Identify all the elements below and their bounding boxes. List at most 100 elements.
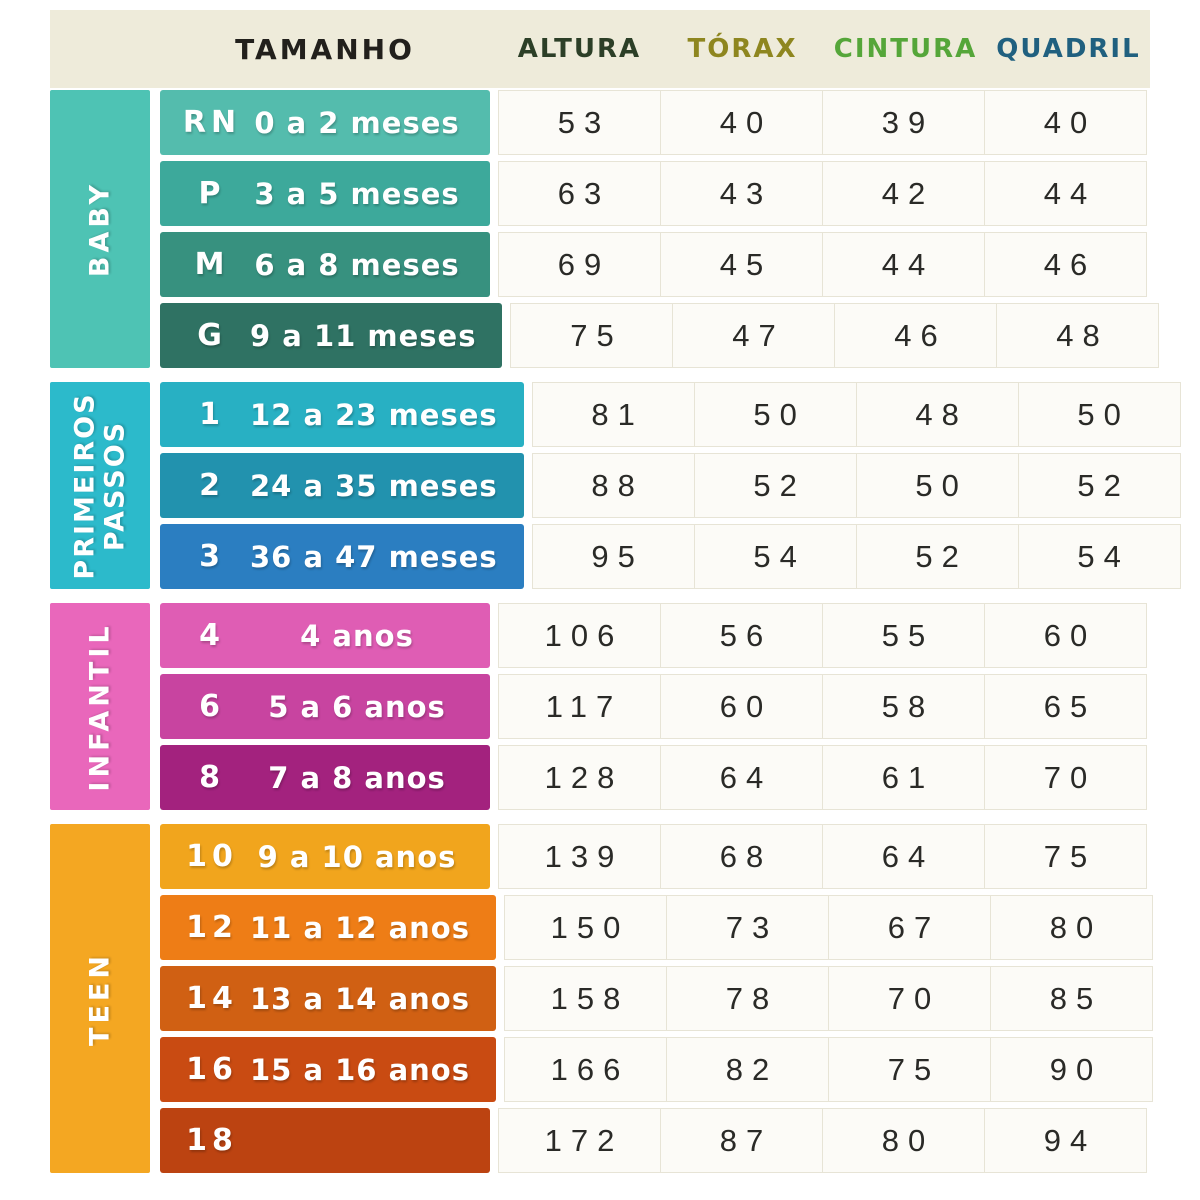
age-range-label: 4 anos [300,618,414,653]
size-label: 1 [199,397,225,432]
torax-value: 60 [660,674,823,739]
table-row: 2 24 a 35 meses 88 52 50 52 [160,453,1181,518]
cintura-value: 50 [855,453,1019,518]
table-row: 1 12 a 23 meses 81 50 48 50 [160,382,1181,447]
table-row: 12 11 a 12 anos 150 73 67 80 [160,895,1153,960]
size-badge: 6 5 a 6 anos [160,674,490,739]
group-infantil: INFANTIL 4 4 anos 106 56 55 60 6 5 a 6 a… [50,603,1150,810]
age-range-label: 6 a 8 meses [254,247,460,282]
quadril-value: 52 [1017,453,1181,518]
torax-value: 73 [665,895,829,960]
row-gap [524,453,532,518]
table-row: 18 172 87 80 94 [160,1108,1153,1173]
cintura-value: 39 [822,90,985,155]
cintura-value: 61 [822,745,985,810]
column-header-altura: ALTURA [517,34,642,64]
torax-value: 50 [693,382,857,447]
size-label: 8 [199,760,225,795]
quadril-value: 70 [984,745,1147,810]
cintura-value: 58 [822,674,985,739]
size-label: 12 [186,910,238,945]
category-bar-teen: TEEN [50,824,150,1173]
torax-value: 47 [672,303,836,368]
cintura-value: 44 [822,232,985,297]
table-row: RN 0 a 2 meses 53 40 39 40 [160,90,1159,155]
table-row: G 9 a 11 meses 75 47 46 48 [160,303,1160,368]
torax-value: 68 [660,824,823,889]
group-primeiros-passos: PRIMEIROS PASSOS 1 12 a 23 meses 81 50 4… [50,382,1181,589]
size-badge: 18 [160,1108,490,1173]
table-row: 14 13 a 14 anos 158 78 70 85 [160,966,1153,1031]
age-range-label: 24 a 35 meses [250,468,498,503]
age-range-label: 12 a 23 meses [250,397,498,432]
altura-value: 69 [498,232,661,297]
torax-value: 54 [693,524,857,589]
row-gap [496,966,504,1031]
torax-value: 78 [665,966,829,1031]
group-rows: 4 4 anos 106 56 55 60 6 5 a 6 anos 117 6… [160,603,1150,810]
size-badge: M 6 a 8 meses [160,232,490,297]
group-rows: 1 12 a 23 meses 81 50 48 50 2 24 a 35 me… [160,382,1181,589]
row-gap [490,232,498,297]
row-gap [490,674,498,739]
size-label: 3 [199,539,225,574]
age-range-label: 15 a 16 anos [250,1052,470,1087]
altura-value: 128 [498,745,661,810]
size-badge: 12 11 a 12 anos [160,895,496,960]
column-header-torax: TÓRAX [687,34,798,64]
group-rows: RN 0 a 2 meses 53 40 39 40 P 3 a 5 meses… [160,90,1160,368]
quadril-value: 54 [1017,524,1181,589]
category-label-primeiros-passos: PRIMEIROS PASSOS [69,391,130,580]
cintura-value: 80 [822,1108,985,1173]
size-badge: 8 7 a 8 anos [160,745,490,810]
age-range-label: 9 a 11 meses [250,318,477,353]
row-gap [502,303,510,368]
quadril-value: 90 [989,1037,1153,1102]
quadril-value: 94 [984,1108,1147,1173]
quadril-value: 46 [984,232,1147,297]
altura-value: 81 [531,382,695,447]
torax-value: 56 [660,603,823,668]
quadril-value: 48 [996,303,1160,368]
cintura-value: 48 [855,382,1019,447]
size-label: 16 [186,1052,238,1087]
age-range-label: 13 a 14 anos [250,981,470,1016]
age-range-label: 3 a 5 meses [254,176,460,211]
quadril-value: 75 [984,824,1147,889]
altura-value: 95 [531,524,695,589]
size-badge: 14 13 a 14 anos [160,966,496,1031]
altura-value: 53 [498,90,661,155]
size-badge: G 9 a 11 meses [160,303,503,368]
size-label: 6 [199,689,225,724]
age-range-label: 11 a 12 anos [250,910,470,945]
quadril-value: 85 [989,966,1153,1031]
table-row: 3 36 a 47 meses 95 54 52 54 [160,524,1181,589]
category-label-baby: BABY [84,180,116,278]
size-label: 4 [199,618,225,653]
cintura-value: 70 [827,966,991,1031]
table-row: 10 9 a 10 anos 139 68 64 75 [160,824,1153,889]
cintura-value: 52 [855,524,1019,589]
torax-value: 82 [665,1037,829,1102]
size-badge: P 3 a 5 meses [160,161,490,226]
quadril-value: 80 [989,895,1153,960]
cintura-value: 67 [827,895,991,960]
torax-value: 52 [693,453,857,518]
column-header-quadril: QUADRIL [996,34,1141,64]
row-gap [524,382,532,447]
altura-value: 75 [510,303,674,368]
table-row: 16 15 a 16 anos 166 82 75 90 [160,1037,1153,1102]
size-label: 10 [186,839,238,874]
quadril-value: 40 [984,90,1147,155]
size-badge: 10 9 a 10 anos [160,824,490,889]
category-bar-infantil: INFANTIL [50,603,150,810]
quadril-value: 65 [984,674,1147,739]
row-gap [490,824,498,889]
table-row: M 6 a 8 meses 69 45 44 46 [160,232,1159,297]
torax-value: 40 [660,90,823,155]
altura-value: 158 [503,966,667,1031]
row-gap [490,603,498,668]
size-label: G [197,318,227,353]
altura-value: 172 [498,1108,661,1173]
cintura-value: 64 [822,824,985,889]
